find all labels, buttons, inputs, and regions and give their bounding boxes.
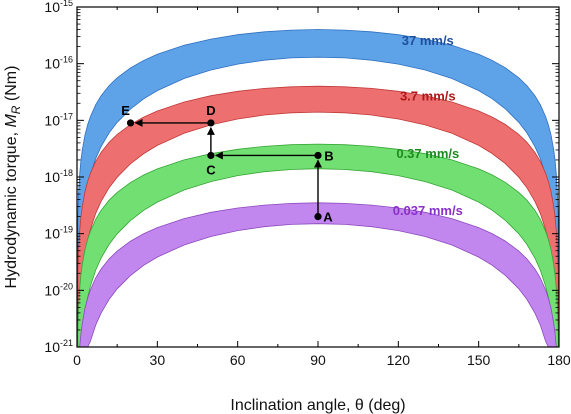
series-labels: 37 mm/s 3.7 mm/s 0.37 mm/s 0.037 mm/s	[393, 33, 463, 218]
x-axis: 0 30 60 90 120 150 180	[73, 7, 571, 368]
x-tick-label: 90	[310, 352, 326, 368]
arrow-path	[134, 118, 322, 217]
x-tick-label: 60	[230, 352, 246, 368]
x-axis-label: Inclination angle, θ (deg)	[230, 397, 405, 414]
y-axis-label-base: Hydrodynamic torque,	[3, 128, 20, 289]
y-tick-label: 10-20	[44, 281, 73, 298]
point-e	[126, 119, 135, 127]
point-label-d: D	[206, 103, 215, 118]
y-tick-label: 10-21	[44, 338, 73, 355]
series-label-3: 0.037 mm/s	[393, 203, 463, 218]
series-label-2: 0.37 mm/s	[396, 146, 459, 161]
marked-points: A B C D E	[121, 103, 333, 225]
x-tick-label: 30	[150, 352, 166, 368]
point-a	[314, 213, 322, 221]
series-band-3	[77, 202, 559, 348]
y-axis-label-unit: (Nm)	[3, 66, 20, 106]
series-label-1: 3.7 mm/s	[400, 89, 456, 104]
point-b	[314, 151, 322, 160]
y-tick-label: 10-19	[44, 225, 73, 242]
x-tick-label: 150	[467, 352, 491, 368]
point-label-b: B	[324, 148, 333, 163]
y-axis: 10-15 10-16 10-17 10-18 10-19 10-20 10-21	[44, 0, 559, 355]
y-tick-label: 10-17	[44, 111, 73, 128]
point-label-a: A	[323, 210, 333, 225]
x-tick-label: 120	[387, 352, 411, 368]
y-axis-label-subscript: R	[9, 105, 23, 114]
series-label-0: 37 mm/s	[402, 33, 454, 48]
x-tick-label: 180	[547, 352, 571, 368]
point-label-e: E	[121, 103, 130, 118]
y-tick-label: 10-15	[44, 0, 73, 15]
y-axis-label-symbol: M	[3, 114, 20, 128]
point-label-c: C	[206, 162, 216, 177]
y-tick-label: 10-18	[44, 168, 73, 185]
y-tick-label: 10-16	[44, 55, 73, 72]
x-tick-label: 0	[73, 352, 81, 368]
point-d	[207, 119, 215, 127]
y-axis-label: Hydrodynamic torque, MR (Nm)	[3, 66, 23, 289]
point-c	[207, 151, 215, 160]
